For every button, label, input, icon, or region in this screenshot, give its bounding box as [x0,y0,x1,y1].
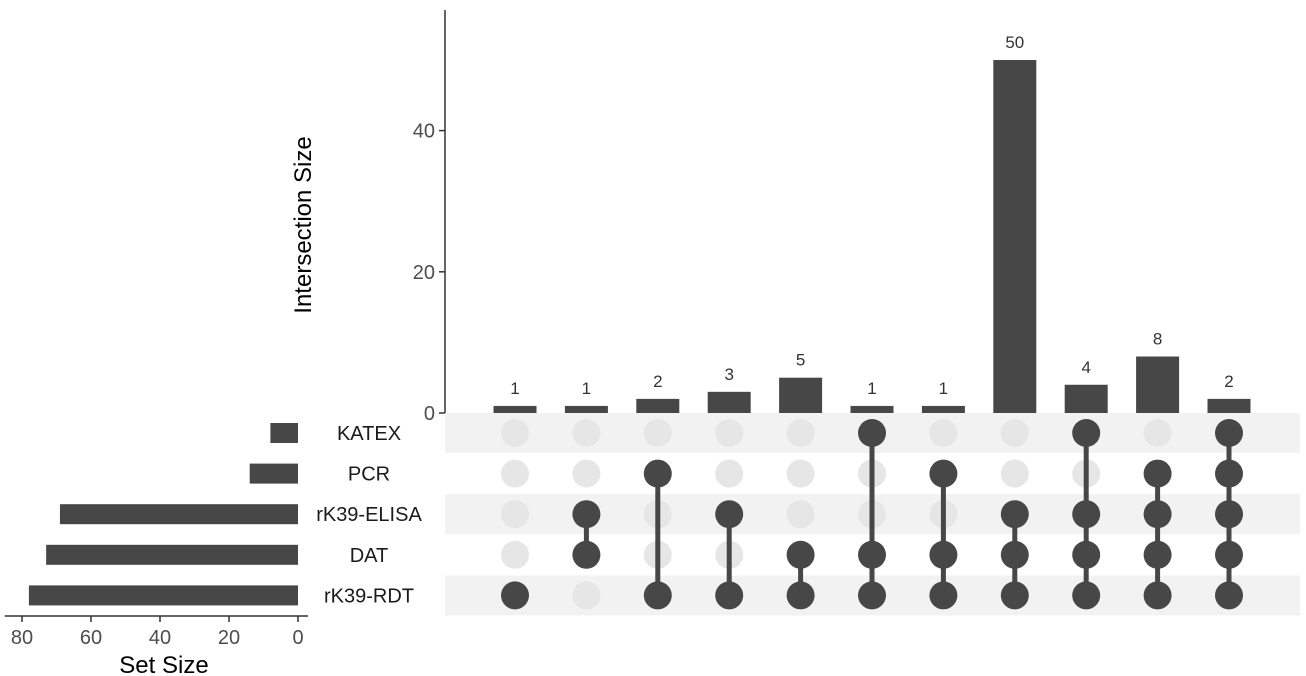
intersection-axis-tick-label: 40 [413,121,435,143]
matrix-dot-inactive [643,419,672,447]
matrix-dot-inactive [501,459,529,488]
set-size-axis-tick-label: 0 [292,627,303,649]
matrix-dot-active [858,419,886,447]
matrix-dot-inactive [786,459,815,488]
matrix-dot-active [1072,581,1101,610]
set-label: KATEX [337,423,401,445]
intersection-bar [636,398,680,413]
intersection-bar [564,405,608,413]
matrix-dot-inactive [786,419,815,447]
intersection-bar-label: 8 [1153,330,1162,349]
intersection-bar-label: 5 [796,351,805,370]
set-label: rK39-RDT [324,585,414,607]
intersection-bars: 1 1 2 3 5 1 1 50 4 8 2 [493,33,1251,413]
intersection-bar [850,405,894,413]
set-size-axis: 80 60 40 20 0 [4,615,308,649]
matrix-dot-active [501,581,529,610]
intersection-bar-label: 2 [653,372,662,391]
matrix-dot-active [858,581,886,610]
matrix-dot-active [1215,540,1243,569]
matrix-dot-active [572,500,601,529]
intersection-bar [993,60,1037,413]
intersection-axis-tick-label: 0 [424,403,435,425]
matrix-dot-inactive [1000,459,1029,488]
intersection-bar [921,405,965,413]
matrix-dot-active [1143,581,1172,610]
matrix-dot-active [929,459,958,488]
intersection-bar-label: 1 [939,379,948,398]
matrix-dot-active [1143,459,1172,488]
matrix-dot-active [1143,540,1172,569]
matrix-dot-active [1215,500,1243,529]
set-size-axis-tick-label: 60 [80,627,102,649]
set-size-axis-tick-label: 20 [218,627,240,649]
matrix-dot-inactive [572,581,601,610]
set-size-axis-title: Set Size [119,652,208,676]
matrix-dot-inactive [929,419,958,447]
intersection-bar-label: 1 [582,379,591,398]
matrix-dot-active [1215,459,1243,488]
matrix-dot-inactive [501,540,529,569]
intersection-axis-tick-label: 20 [413,262,435,284]
set-size-bar [249,463,298,484]
matrix-dot-inactive [1000,419,1029,447]
matrix-dot-inactive [501,500,529,529]
set-labels: KATEX PCR rK39-ELISA DAT rK39-RDT [316,423,422,607]
matrix-dot-active [1072,540,1101,569]
set-label: DAT [350,545,389,567]
intersection-bar [493,405,537,413]
intersection-size-axis: 0 20 40 [413,10,446,425]
matrix-dot-active [1072,500,1101,529]
intersection-bar-label: 2 [1224,372,1233,391]
matrix-dot-active [1215,419,1243,447]
intersection-bar-label: 3 [724,365,733,384]
matrix-dot-inactive [1143,419,1172,447]
matrix-dot-inactive [501,419,529,447]
intersection-bar [779,377,823,413]
matrix-dot-inactive [715,459,744,488]
intersection-bar-label: 4 [1081,358,1090,377]
intersection-bar-label: 1 [510,379,519,398]
intersection-bar [707,391,751,413]
matrix-dot-active [572,540,601,569]
matrix-dot-active [786,581,815,610]
set-size-bar [46,544,299,565]
matrix-dot-active [715,500,744,529]
matrix-dot-active [929,581,958,610]
set-label: PCR [348,464,390,486]
matrix-dot-inactive [572,459,601,488]
matrix-dot-active [643,459,672,488]
matrix-dot-active [1072,419,1101,447]
matrix-dot-active [858,540,886,569]
matrix-dot-active [1000,581,1029,610]
matrix-dot-active [1000,540,1029,569]
set-size-axis-tick-label: 40 [149,627,171,649]
set-size-bars [28,423,299,606]
intersection-size-axis-title: Intersection Size [290,136,317,313]
intersection-bar-label: 50 [1005,33,1024,52]
set-size-bar [59,504,299,525]
matrix-dot-active [643,581,672,610]
intersection-bar-label: 1 [867,379,876,398]
matrix-dot-inactive [715,419,744,447]
matrix-dot-active [1000,500,1029,529]
set-size-bar [28,585,299,606]
intersection-bar [1064,384,1108,413]
set-size-axis-tick-label: 80 [11,627,33,649]
matrix-dot-inactive [786,500,815,529]
set-size-bar [270,423,298,443]
matrix-dot-active [786,540,815,569]
matrix-dot-inactive [572,419,601,447]
intersection-matrix [501,419,1243,610]
matrix-dot-active [1143,500,1172,529]
matrix-dot-active [929,540,958,569]
matrix-dot-active [1215,581,1243,610]
set-label: rK39-ELISA [316,504,422,526]
intersection-bar [1136,356,1180,413]
intersection-bar [1207,398,1251,413]
matrix-dot-active [715,581,744,610]
